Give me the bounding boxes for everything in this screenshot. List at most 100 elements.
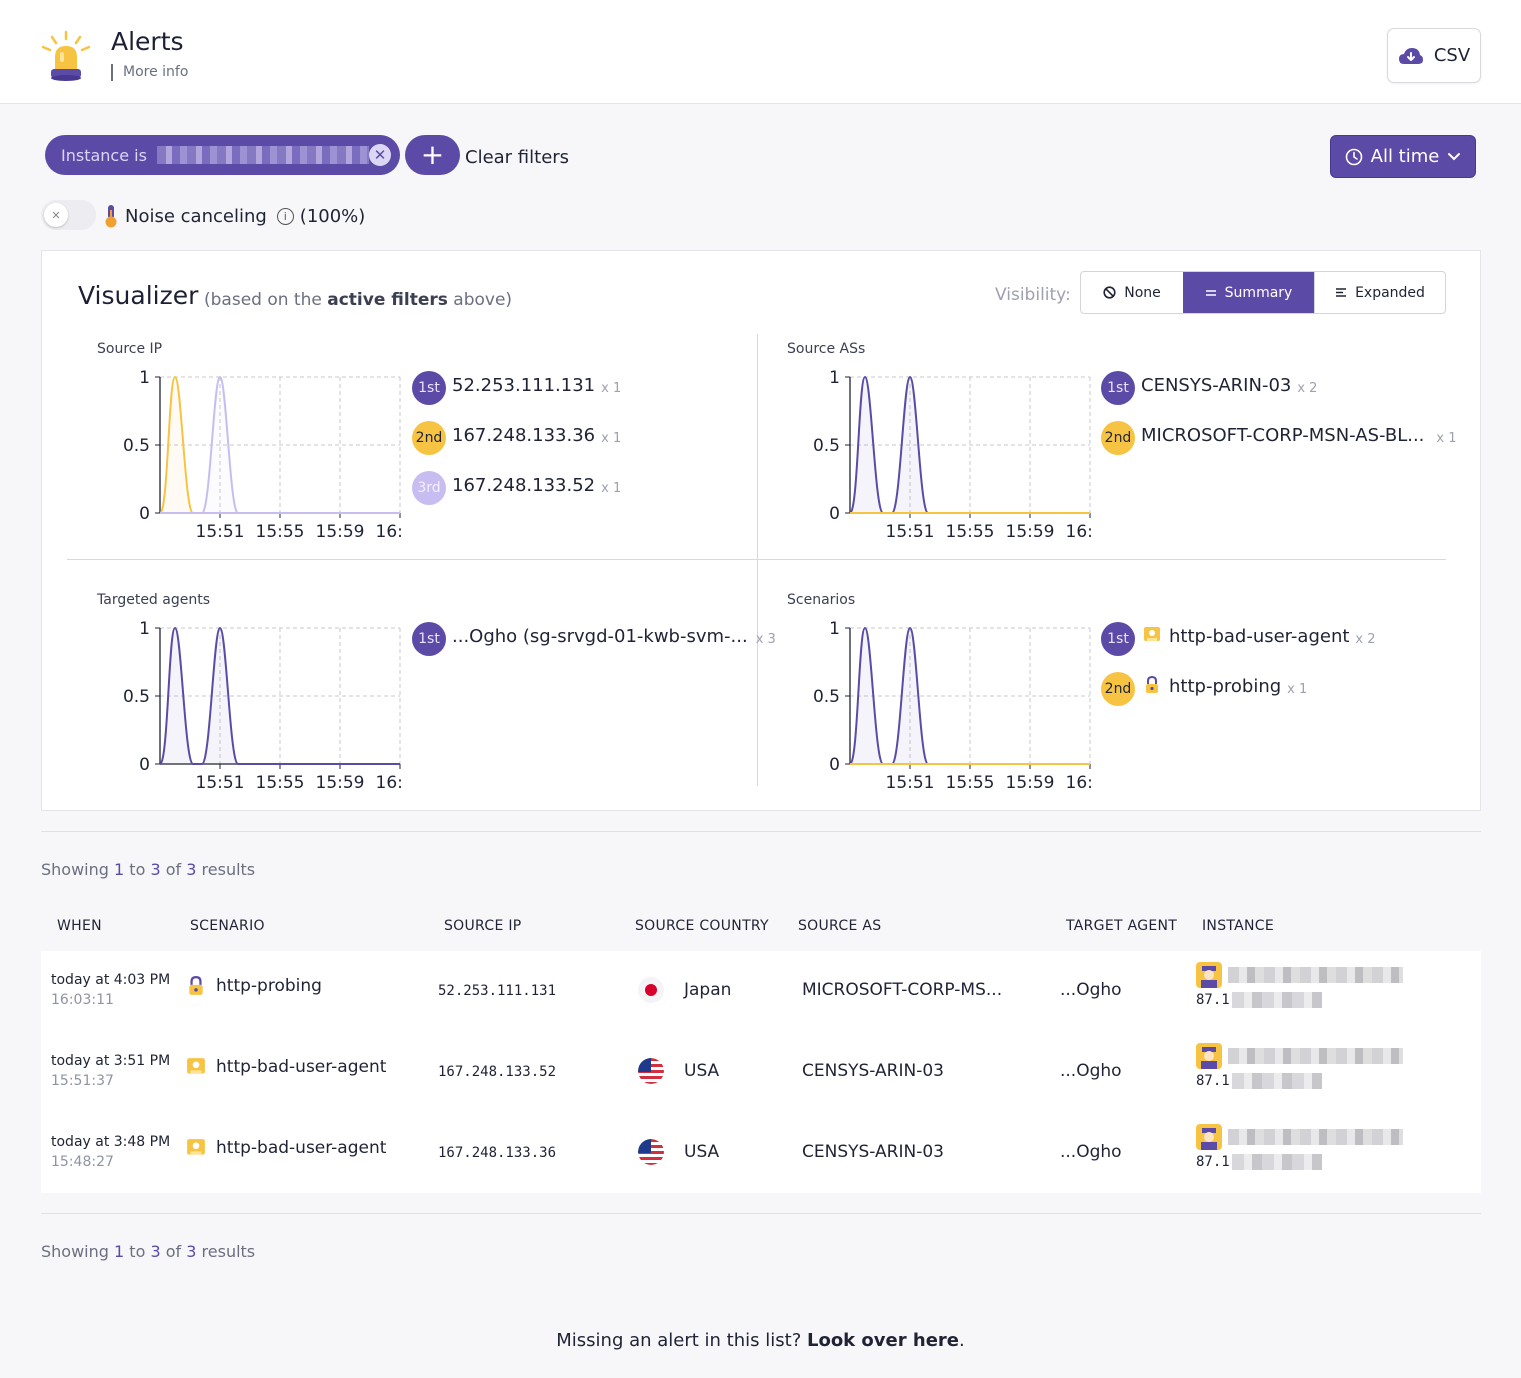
column-header-target-agent[interactable]: TARGET AGENT <box>1066 918 1178 934</box>
y-tick-label: 0 <box>829 504 840 524</box>
clear-filters-button[interactable]: Clear filters <box>465 147 570 168</box>
y-tick-label: 0 <box>829 755 840 775</box>
source-ip-cell[interactable]: 167.248.133.36 <box>438 1145 557 1161</box>
bouncer-avatar-icon <box>1196 1043 1222 1069</box>
visibility-expanded-button[interactable]: Expanded <box>1314 272 1445 313</box>
add-filter-button[interactable]: + <box>405 135 460 175</box>
scenario-cell[interactable]: http-bad-user-agent <box>186 1057 386 1077</box>
series-line <box>159 626 400 765</box>
instance-cell[interactable]: 87.1 <box>1196 1043 1403 1089</box>
ban-icon <box>1103 286 1116 299</box>
source-ip-cell[interactable]: 52.253.111.131 <box>438 983 557 999</box>
csv-label: CSV <box>1433 45 1471 66</box>
section-divider <box>41 831 1481 832</box>
x-tick-label: 15:59 <box>1006 773 1055 792</box>
results-summary-bottom: Showing 1 to 3 of 3 results <box>41 1242 256 1261</box>
source-as-chart: 0 0.5 1 15:51 15:55 15:59 16:03 <box>813 368 1093 541</box>
scenario-cell[interactable]: http-probing <box>186 976 322 996</box>
x-tick-label: 15:51 <box>886 522 935 541</box>
series-line <box>159 375 400 514</box>
instance-cell[interactable]: 87.1 <box>1196 962 1403 1008</box>
y-tick-label: 0 <box>139 504 150 524</box>
instance-cell[interactable]: 87.1 <box>1196 1124 1403 1170</box>
legend-item[interactable]: 2nd MICROSOFT-CORP-MSN-AS-BL... x 1 <box>1101 421 1457 455</box>
legend-item[interactable]: 1st CENSYS-ARIN-03 x 2 <box>1101 371 1317 405</box>
csv-export-button[interactable]: CSV <box>1387 28 1481 83</box>
usa-flag-icon <box>638 1139 664 1165</box>
instance-name-redacted <box>1228 967 1403 983</box>
x-tick-label: 16:03 <box>376 773 403 792</box>
look-over-here-link[interactable]: Look over here <box>806 1330 959 1351</box>
panel-title-targeted-agents: Targeted agents <box>97 592 210 608</box>
x-tick-label: 15:51 <box>886 773 935 792</box>
source-as-cell: MICROSOFT-CORP-MS... <box>802 980 1003 1000</box>
y-tick-label: 1 <box>139 368 150 388</box>
panel-title-source-ip: Source IP <box>97 341 163 357</box>
x-tick-label: 16:03 <box>1066 522 1093 541</box>
legend-item[interactable]: 1st 52.253.111.131 x 1 <box>412 371 621 405</box>
x-tick-label: 16:03 <box>1066 773 1093 792</box>
legend-item[interactable]: 3rd 167.248.133.52 x 1 <box>412 471 621 505</box>
legend-item[interactable]: 2nd http-probing x 1 <box>1101 672 1307 706</box>
user-agent-icon <box>187 1058 205 1074</box>
filter-pill-label: Instance is <box>61 145 147 165</box>
source-ip-cell[interactable]: 167.248.133.52 <box>438 1064 557 1080</box>
noise-canceling-toggle[interactable]: ✕ <box>41 200 96 230</box>
column-header-scenario[interactable]: SCENARIO <box>190 918 265 934</box>
table-row[interactable]: today at 3:51 PM 15:51:37 http-bad-user-… <box>41 1032 1481 1113</box>
lock-probe-icon <box>1146 676 1158 693</box>
x-tick-label: 15:55 <box>946 773 995 792</box>
user-agent-icon <box>187 1139 205 1155</box>
column-header-source-ip[interactable]: SOURCE IP <box>444 918 522 934</box>
noise-canceling-row: Noise canceling i (100%) <box>103 204 365 228</box>
when-cell: today at 3:48 PM 15:48:27 <box>51 1134 171 1170</box>
series-area <box>160 377 400 513</box>
time-range-dropdown[interactable]: All time <box>1330 135 1476 178</box>
target-agent-cell[interactable]: ...Ogho <box>1060 980 1122 1000</box>
more-info-link[interactable]: More info <box>111 64 188 81</box>
table-row[interactable]: today at 4:03 PM 16:03:11 http-probing 5… <box>41 951 1481 1032</box>
lock-probe-icon <box>189 976 203 995</box>
column-header-source-country[interactable]: SOURCE COUNTRY <box>635 918 769 934</box>
source-country-cell: Japan <box>638 977 731 1003</box>
remove-filter-icon[interactable]: ✕ <box>369 144 391 166</box>
visualizer-title: Visualizer <box>78 281 199 310</box>
series-area <box>160 377 400 513</box>
column-header-when[interactable]: WHEN <box>57 918 102 934</box>
instance-name-redacted <box>1228 1048 1403 1064</box>
panel-divider-horizontal <box>67 559 1446 560</box>
panel-title-source-as: Source ASs <box>787 341 866 357</box>
y-tick-label: 1 <box>829 368 840 388</box>
instance-ip-redacted <box>1231 992 1322 1008</box>
scenario-cell[interactable]: http-bad-user-agent <box>186 1138 386 1158</box>
visualizer-subtitle: (based on the active filters above) <box>204 290 513 310</box>
visibility-summary-button[interactable]: Summary <box>1183 272 1314 313</box>
target-agent-cell[interactable]: ...Ogho <box>1060 1061 1122 1081</box>
series-line <box>160 375 400 514</box>
legend-item[interactable]: 1st ...Ogho (sg-srvgd-01-kwb-svm-... x 3 <box>412 622 776 656</box>
visibility-none-button[interactable]: None <box>1081 272 1183 313</box>
usa-flag-icon <box>638 1058 664 1084</box>
x-tick-label: 15:55 <box>946 522 995 541</box>
footer-note: Missing an alert in this list? Look over… <box>556 1330 965 1351</box>
column-header-source-as[interactable]: SOURCE AS <box>798 918 882 934</box>
x-tick-label: 15:55 <box>256 773 305 792</box>
legend-item[interactable]: 2nd 167.248.133.36 x 1 <box>412 421 621 455</box>
instance-filter-pill[interactable]: Instance is ✕ <box>45 135 400 175</box>
targeted-agents-chart: 0 0.5 1 15:51 15:55 15:59 16:03 <box>123 619 403 792</box>
equals-icon <box>1205 289 1216 296</box>
table-row[interactable]: today at 3:48 PM 15:48:27 http-bad-user-… <box>41 1113 1481 1194</box>
column-header-instance[interactable]: INSTANCE <box>1202 918 1275 934</box>
y-tick-label: 1 <box>829 619 840 639</box>
target-agent-cell[interactable]: ...Ogho <box>1060 1142 1122 1162</box>
y-tick-label: 0.5 <box>123 436 150 456</box>
noise-canceling-percent: (100%) <box>299 205 366 227</box>
source-as-cell: CENSYS-ARIN-03 <box>802 1142 944 1162</box>
legend-item[interactable]: 1st http-bad-user-agent x 2 <box>1101 622 1376 656</box>
source-as-cell: CENSYS-ARIN-03 <box>802 1061 944 1081</box>
info-icon[interactable]: i <box>276 207 294 225</box>
when-cell: today at 4:03 PM 16:03:11 <box>51 972 171 1008</box>
page-title: Alerts <box>111 27 184 56</box>
visualizer-card: Visualizer (based on the active filters … <box>41 250 1481 811</box>
series-area <box>850 628 1090 764</box>
